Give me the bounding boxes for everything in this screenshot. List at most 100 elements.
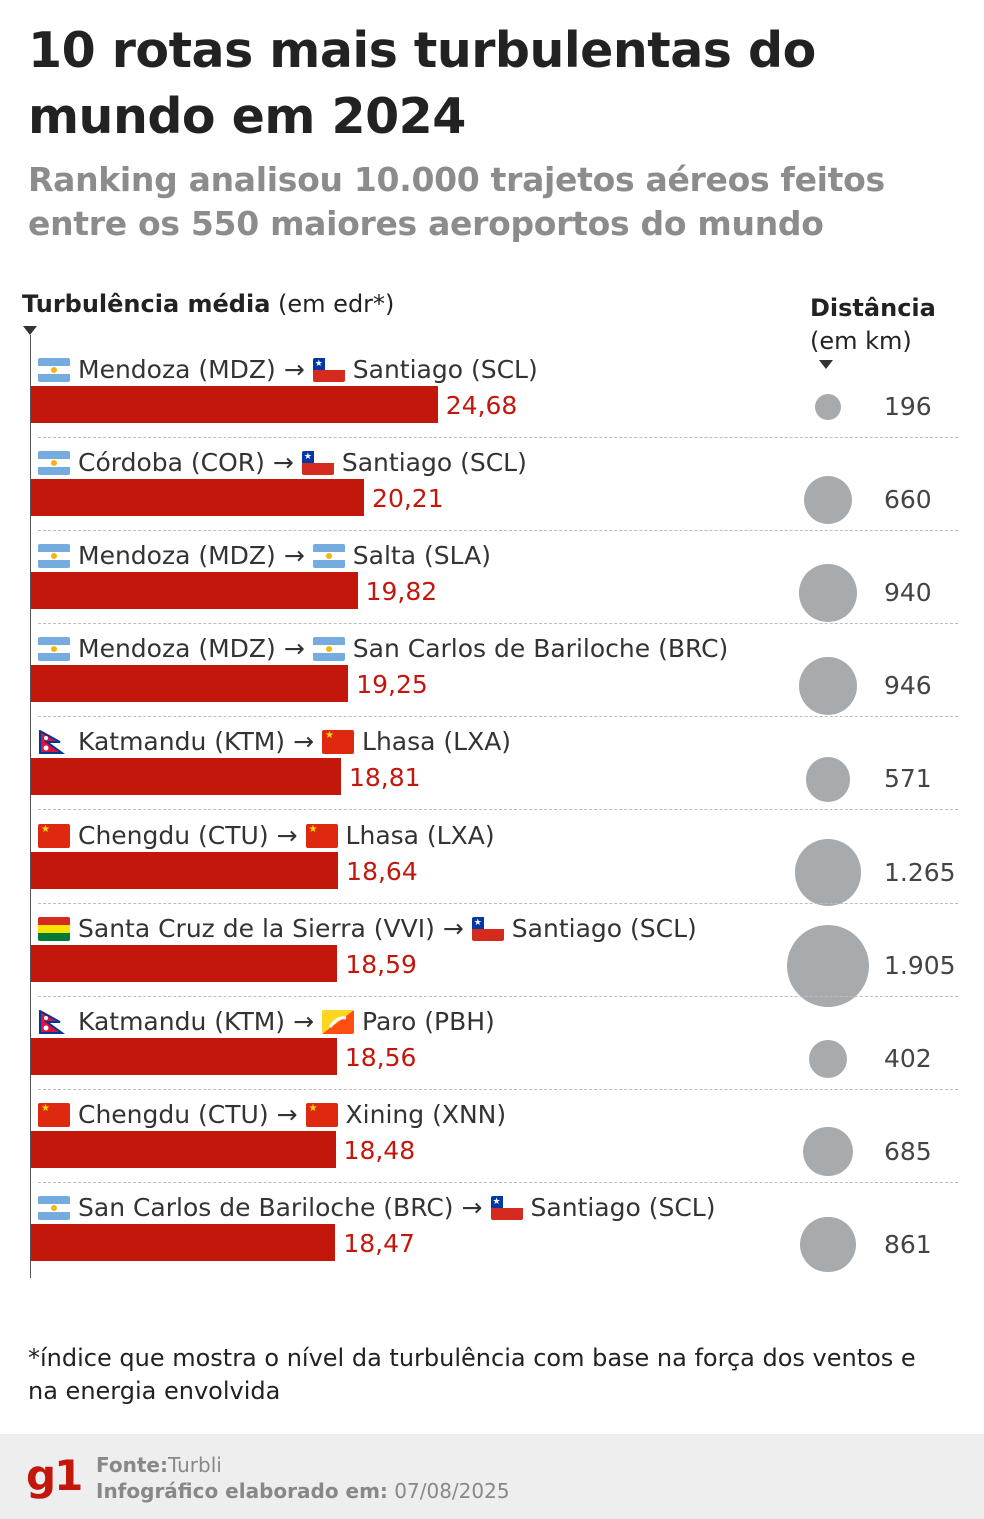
argentina-flag-icon: [38, 1195, 70, 1220]
china-flag-icon: ★: [38, 823, 70, 848]
route-label: San Carlos de Bariloche (BRC) → ★ Santiago …: [38, 1190, 715, 1226]
footer: g1 Fonte:Turbli Infográfico elaborado em…: [0, 1434, 984, 1519]
turbulence-value-label: 19,25: [356, 670, 428, 700]
source-label: Fonte:: [96, 1453, 168, 1477]
g1-logo: g1: [26, 1451, 83, 1500]
turbulence-value-label: 18,81: [348, 763, 421, 793]
route-row: ★ Chengdu (CTU) → ★ Lhasa (LXA) 18,64 1.265: [0, 818, 984, 911]
turbulence-value-label: 18,59: [345, 949, 417, 979]
route-row: San Carlos de Bariloche (BRC) → ★ Santiago …: [0, 1190, 984, 1283]
date-value: 07/08/2025: [394, 1479, 510, 1503]
route-label: Katmandu (KTM) → Paro (PBH): [38, 1004, 495, 1040]
distance-value-label: 571: [884, 764, 932, 794]
row-separator: [38, 995, 958, 997]
distance-value-label: 861: [884, 1229, 932, 1259]
china-flag-icon: ★: [305, 1102, 338, 1127]
origin-label: Katmandu (KTM): [78, 1006, 286, 1036]
distance-value-label: 196: [884, 392, 932, 421]
x-axis-label-bold: Turbulência média: [22, 290, 271, 318]
route-row: Mendoza (MDZ) → Salta (SLA) 19,82 940: [0, 538, 984, 631]
turbulence-value-label: 18,56: [344, 1042, 417, 1072]
distance-value-label: 946: [884, 671, 932, 701]
route-label: Mendoza (MDZ) → Salta (SLA): [38, 538, 491, 574]
distance-value-label: 1.905: [884, 950, 956, 980]
distance-value-label: 685: [884, 1136, 932, 1166]
china-flag-icon: ★: [322, 730, 355, 755]
argentina-flag-icon: [312, 544, 345, 569]
arrow-icon: →: [276, 1099, 298, 1129]
distance-bubble: [803, 475, 853, 525]
origin-label: Córdoba (COR): [78, 448, 265, 478]
arrow-icon: →: [276, 820, 298, 850]
route-row: Mendoza (MDZ) → San Carlos de Bariloche (B…: [0, 631, 984, 724]
route-row: Katmandu (KTM) → ★ Lhasa (LXA) 18,81 571: [0, 724, 984, 817]
turbulence-bar: [31, 1037, 337, 1075]
x-axis-label-unit: (em edr*): [278, 290, 395, 318]
route-row: Mendoza (MDZ) → ★ Santiago (SCL) 24,68 196: [0, 352, 984, 445]
route-row: ★ Chengdu (CTU) → ★ Xining (XNN) 18,48 685: [0, 1097, 984, 1190]
row-separator: [38, 530, 958, 532]
turbulence-value-label: 18,64: [346, 856, 418, 886]
nepal-flag-icon: [38, 730, 70, 755]
turbulence-bar: [31, 665, 349, 703]
argentina-flag-icon: [38, 544, 70, 569]
chile-flag-icon: ★: [471, 916, 504, 941]
distance-bubble: [814, 393, 842, 421]
arrow-icon: →: [283, 634, 305, 664]
destination-label: Xining (XNN): [345, 1099, 507, 1129]
destination-label: Santiago (SCL): [530, 1192, 716, 1222]
chile-flag-icon: ★: [301, 451, 334, 476]
destination-label: Paro (PBH): [362, 1006, 495, 1036]
chile-flag-icon: ★: [490, 1195, 523, 1220]
origin-label: Chengdu (CTU): [78, 1099, 269, 1129]
row-separator: [38, 623, 958, 625]
source-value: Turbli: [167, 1453, 222, 1477]
bolivia-flag-icon: [38, 916, 70, 941]
distance-header: Distância (em km): [810, 292, 936, 358]
distance-marker-triangle: [819, 360, 833, 369]
turbulence-bar: [31, 1130, 336, 1168]
origin-label: Mendoza (MDZ): [78, 355, 276, 384]
route-label: Mendoza (MDZ) → ★ Santiago (SCL): [38, 352, 538, 388]
distance-bubble: [799, 564, 857, 622]
origin-label: Chengdu (CTU): [78, 820, 269, 850]
turbulence-bar: [31, 572, 358, 610]
row-separator: [38, 1088, 958, 1090]
destination-label: Lhasa (LXA): [345, 820, 495, 850]
route-row: Santa Cruz de la Sierra (VVI) → ★ Santiago …: [0, 911, 984, 1007]
distance-value-label: 1.265: [884, 857, 956, 887]
destination-label: Salta (SLA): [352, 541, 491, 571]
route-label: Córdoba (COR) → ★ Santiago (SCL): [38, 445, 527, 481]
china-flag-icon: ★: [38, 1102, 70, 1127]
origin-label: Katmandu (KTM): [78, 727, 286, 757]
route-row: Katmandu (KTM) → Paro (PBH) 18,56 402: [0, 1004, 984, 1097]
arrow-icon: →: [283, 541, 305, 571]
axis-line: [30, 335, 31, 1278]
chart-title: 10 rotas mais turbulentas do mundo em 20…: [28, 22, 816, 145]
distance-value-label: 940: [884, 578, 932, 608]
arrow-icon: →: [272, 448, 294, 478]
argentina-flag-icon: [38, 358, 70, 382]
source-line: Fonte:Turbli: [96, 1452, 510, 1478]
destination-label: Lhasa (LXA): [362, 727, 512, 757]
route-label: ★ Chengdu (CTU) → ★ Lhasa (LXA): [38, 818, 495, 854]
chile-flag-icon: ★: [312, 358, 345, 382]
turbulence-value-label: 18,48: [343, 1135, 416, 1165]
origin-label: Mendoza (MDZ): [78, 634, 276, 664]
row-separator: [38, 902, 958, 904]
nepal-flag-icon: [38, 1009, 70, 1034]
turbulence-bar: [31, 1223, 336, 1261]
origin-label: Mendoza (MDZ): [78, 541, 276, 571]
route-row: Córdoba (COR) → ★ Santiago (SCL) 20,21 660: [0, 445, 984, 538]
turbulence-value-label: 19,82: [365, 577, 438, 607]
distance-bubble: [799, 657, 857, 716]
turbulence-value-label: 24,68: [445, 391, 518, 420]
route-label: Mendoza (MDZ) → San Carlos de Bariloche (B…: [38, 631, 728, 667]
china-flag-icon: ★: [305, 823, 338, 848]
route-label: Santa Cruz de la Sierra (VVI) → ★ Santiago …: [38, 911, 697, 947]
distance-header-bold: Distância: [810, 294, 936, 322]
row-separator: [38, 809, 958, 811]
distance-value-label: 402: [884, 1043, 932, 1073]
row-separator: [38, 437, 958, 438]
